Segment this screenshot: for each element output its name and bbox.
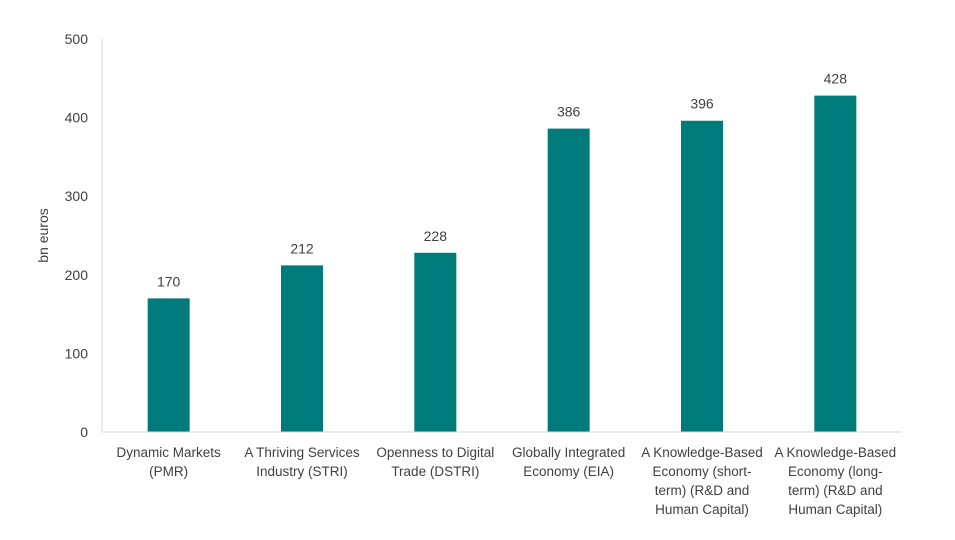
y-tick-label: 100: [65, 345, 89, 361]
bar: [814, 95, 857, 432]
y-tick-label: 0: [80, 424, 88, 440]
data-label: 170: [157, 273, 181, 289]
data-label: 396: [690, 96, 714, 112]
data-label: 212: [290, 240, 314, 256]
category-label: Globally Integrated Economy (EIA): [512, 445, 625, 479]
bars: [147, 95, 857, 432]
category-label: Dynamic Markets (PMR): [117, 445, 222, 479]
category-label: A Thriving Services Industry (STRI): [244, 445, 360, 479]
bar: [147, 298, 190, 432]
data-labels: 170 212 228 386 396 428: [157, 71, 847, 290]
bar: [681, 120, 723, 432]
bar: [414, 252, 457, 432]
data-label: 428: [824, 71, 848, 87]
category-label: A Knowledge-Based Economy (short-term) (R…: [641, 445, 763, 517]
y-tick-label: 300: [65, 188, 89, 204]
bar: [281, 265, 323, 432]
y-tick-label: 400: [65, 110, 89, 126]
y-tick-label: 200: [65, 267, 89, 283]
category-label: A Knowledge-Based Economy (long-term) (R&…: [775, 445, 897, 517]
data-label: 228: [424, 228, 448, 244]
y-axis-title: bn euros: [35, 208, 51, 262]
y-tick-label: 500: [65, 31, 89, 47]
bar: [547, 128, 590, 432]
category-label: Openness to Digital Trade (DSTRI): [376, 445, 494, 479]
data-label: 386: [557, 104, 581, 120]
x-axis: Dynamic Markets (PMR) A Thriving Services I…: [102, 431, 902, 517]
y-axis: 0 100 200 300 400 500: [65, 31, 103, 440]
